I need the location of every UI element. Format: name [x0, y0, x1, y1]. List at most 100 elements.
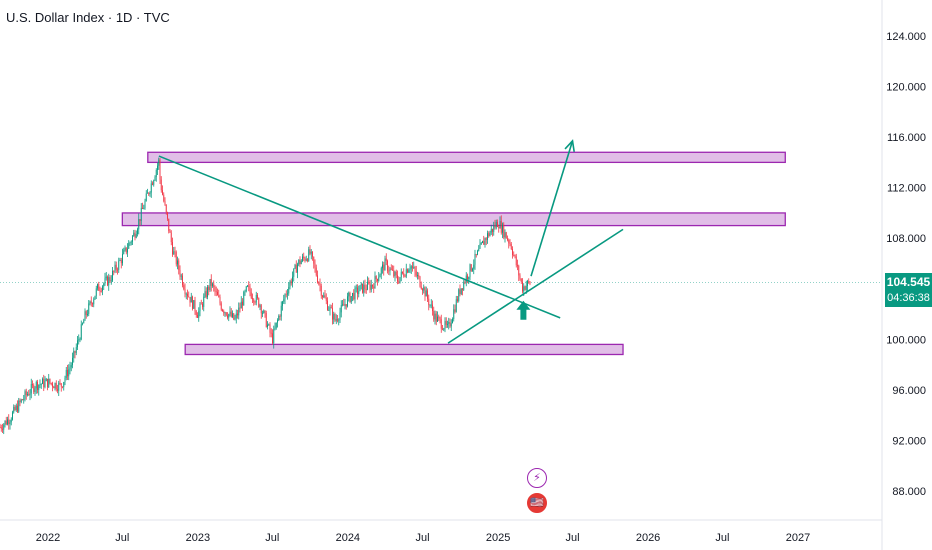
- x-tick-label: 2023: [186, 532, 210, 544]
- candle-body: [263, 310, 265, 313]
- candle-body: [183, 285, 185, 290]
- y-tick-label: 108.000: [886, 233, 926, 245]
- x-tick-label: Jul: [715, 532, 729, 544]
- candle-body: [108, 277, 110, 286]
- candle-body: [38, 384, 40, 390]
- candle-body: [307, 259, 308, 261]
- candle-body: [420, 286, 422, 290]
- candle-body: [355, 287, 357, 289]
- candle-body: [477, 250, 478, 255]
- candle-body: [384, 258, 386, 271]
- candle-body: [64, 377, 66, 383]
- candle-body: [247, 285, 248, 287]
- candle-body: [168, 218, 170, 231]
- x-tick-label: Jul: [416, 532, 430, 544]
- candle-body: [364, 284, 366, 290]
- candle-body: [128, 243, 130, 249]
- candle-body: [465, 275, 467, 283]
- candle-body: [499, 220, 501, 229]
- candle-body: [343, 304, 345, 306]
- candle-body: [494, 225, 496, 228]
- candle-body: [344, 304, 346, 306]
- candle-body: [432, 304, 433, 312]
- candle-body: [403, 273, 405, 277]
- candle-body: [107, 276, 108, 286]
- candle-body: [19, 400, 21, 402]
- candle-body: [207, 286, 208, 298]
- candle-body: [44, 381, 46, 388]
- candle-body: [375, 276, 377, 280]
- x-tick-label: 2025: [486, 532, 510, 544]
- candle-body: [92, 303, 93, 305]
- candle-body: [313, 256, 315, 264]
- candle-body: [439, 317, 441, 320]
- candle-body: [123, 250, 125, 254]
- candle-body: [132, 236, 133, 242]
- candle-body: [525, 285, 527, 290]
- candle-body: [199, 303, 201, 312]
- candle-body: [254, 302, 256, 304]
- candle-body: [463, 281, 465, 290]
- candle-body: [144, 200, 146, 209]
- candle-body: [222, 309, 223, 312]
- candle-body: [194, 300, 196, 312]
- candle-body: [419, 276, 421, 287]
- candle-body: [167, 212, 168, 219]
- us-flag-icon[interactable]: 🇺🇸: [527, 493, 547, 513]
- candle-body: [358, 291, 360, 295]
- candle-body: [82, 323, 83, 325]
- candle-body: [389, 268, 391, 271]
- candle-body: [512, 248, 513, 255]
- candle-body: [322, 295, 323, 298]
- candle-body: [430, 304, 432, 306]
- candle-body: [442, 328, 443, 330]
- candle-body: [329, 307, 331, 311]
- candle-body: [180, 275, 182, 277]
- candle-body: [43, 378, 45, 388]
- candle-body: [213, 283, 215, 287]
- candle-body: [174, 251, 176, 253]
- projection-arrow-head: [564, 139, 575, 152]
- candle-body: [317, 275, 318, 283]
- candle-body: [330, 307, 332, 309]
- candle-body: [259, 305, 261, 307]
- candle-body: [115, 264, 117, 270]
- candle-body: [190, 296, 192, 303]
- candle-body: [462, 288, 463, 290]
- candle-body: [427, 290, 428, 299]
- candle-body: [425, 290, 427, 297]
- candle-body: [125, 247, 127, 253]
- candle-body: [410, 266, 412, 269]
- candle-body: [424, 287, 426, 297]
- bolt-icon[interactable]: ⚡: [527, 468, 547, 488]
- candle-body: [200, 303, 202, 305]
- candle-body: [333, 313, 335, 320]
- candle-body: [20, 399, 22, 402]
- candle-body: [505, 232, 507, 239]
- candle-body: [73, 351, 75, 358]
- candle-body: [500, 220, 502, 233]
- candle-body: [4, 420, 6, 425]
- candle-body: [509, 243, 511, 245]
- candle-body: [332, 308, 333, 320]
- candle-body: [390, 268, 392, 270]
- candle-body: [265, 313, 267, 327]
- candle-body: [244, 291, 246, 293]
- candle-body: [314, 263, 316, 268]
- candle-body: [78, 339, 80, 341]
- candle-body: [80, 324, 82, 340]
- candle-body: [15, 405, 17, 411]
- candle-body: [272, 333, 273, 344]
- candle-body: [178, 260, 180, 270]
- projection-arrow: [530, 140, 574, 277]
- candle-body: [70, 365, 72, 368]
- candle-body: [208, 286, 210, 291]
- candle-body: [113, 271, 115, 272]
- candle-body: [39, 384, 41, 386]
- candle-body: [143, 208, 145, 210]
- y-tick-label: 124.000: [886, 31, 926, 43]
- candle-body: [340, 305, 342, 313]
- candle-body: [17, 405, 18, 412]
- candle-body: [342, 304, 343, 306]
